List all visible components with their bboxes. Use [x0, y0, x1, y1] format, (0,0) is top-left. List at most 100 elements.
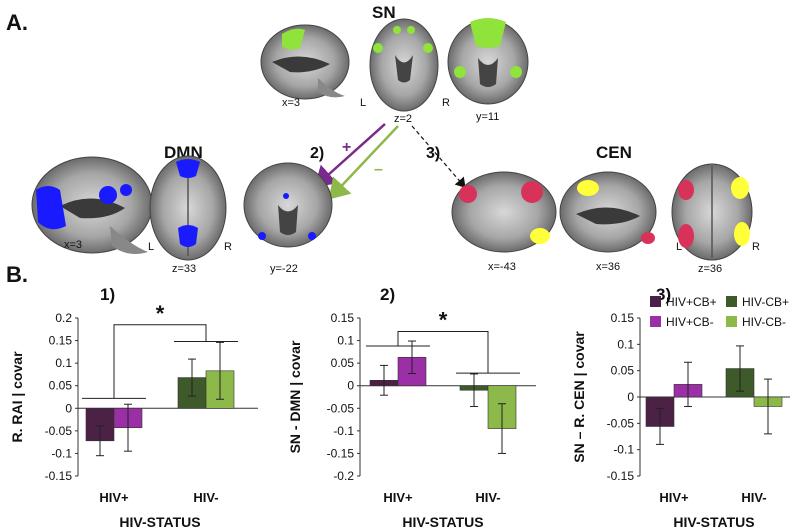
arrow-cen: [411, 125, 466, 188]
y-tick-label: 0: [65, 401, 72, 415]
cen-title: CEN: [596, 143, 632, 162]
dmn-axial-brain: [149, 155, 227, 261]
y-tick-label: -0.2: [333, 469, 354, 483]
x-axis-label: HIV-STATUS: [673, 514, 754, 530]
arrow-positive: [314, 123, 386, 188]
cen-axial-brain: [671, 163, 753, 261]
sn-sagittal-brain: [260, 24, 350, 100]
dmn-coronal-brain: [243, 162, 333, 248]
chart-panel-label: 1): [100, 285, 115, 304]
y-tick-label: -0.05: [45, 424, 73, 438]
y-tick-label: -0.15: [45, 469, 73, 483]
legend-label: HIV+CB+: [666, 295, 717, 309]
legend-label: HIV+CB-: [666, 315, 714, 329]
dmn-activation-cor: [283, 193, 289, 199]
cen-sag-l-slice: x=-43: [488, 261, 516, 273]
legend-swatch: [650, 296, 661, 307]
sn-axial-brain: [369, 18, 439, 112]
y-tick-label: 0: [347, 379, 354, 393]
sn-sag-slice: x=3: [282, 97, 300, 109]
y-axis-label: R. RAI | covar: [9, 351, 25, 443]
legend-swatch: [650, 316, 661, 327]
x-tick-label: HIV+: [99, 490, 129, 505]
x-tick-label: HIV-: [475, 490, 500, 505]
bar-chart-2: 2) 0.15 0.1 0.05 0 -0.05 -0.1 -0.15 -0.2 SN - DMN…: [287, 285, 536, 530]
y-tick-label: 0.05: [611, 364, 635, 378]
legend-swatch: [726, 296, 737, 307]
x-axis-label: HIV-STATUS: [402, 514, 483, 530]
dmn-activation-sag: [36, 186, 66, 230]
legend-label: HIV-CB-: [742, 315, 786, 329]
dmn-ax-left: L: [148, 241, 154, 253]
dmn-activation-ax: [176, 159, 200, 178]
sn-title: SN: [372, 3, 396, 22]
x-tick-label: HIV+: [383, 490, 413, 505]
cen-sag-r-slice: x=36: [596, 261, 620, 273]
cen-activation-ax: [678, 180, 694, 200]
y-tick-label: -0.15: [607, 469, 635, 483]
y-tick-label: -0.05: [327, 401, 355, 415]
sn-coronal-brain: [447, 18, 529, 105]
x-axis-label: HIV-STATUS: [119, 514, 200, 530]
cen-sagittal-right-brain: [559, 171, 657, 253]
significance-star: *: [439, 308, 448, 333]
legend-swatch: [726, 316, 737, 327]
y-tick-label: 0.1: [55, 356, 72, 370]
y-axis-label: SN - DMN | covar: [287, 340, 303, 453]
sig-bracket: [113, 324, 207, 399]
y-tick-label: -0.05: [607, 416, 635, 430]
arrow-negative: [328, 125, 399, 200]
sn-activation-sag: [282, 28, 305, 50]
cen-ax-left: L: [676, 241, 682, 253]
y-tick-label: 0.15: [331, 311, 355, 325]
y-tick-label: 0.15: [49, 334, 73, 348]
sig-bracket: [397, 331, 489, 374]
path-3-label: 3): [426, 145, 440, 162]
y-tick-label: 0.2: [55, 311, 72, 325]
bar-chart-1: 1) 0.2 0.15 0.1 0.05 0 -0.05 -0.1 -0.15 R. RAI | …: [9, 285, 258, 530]
dmn-ax-slice: z=33: [172, 263, 196, 275]
y-tick-label: 0.05: [49, 379, 73, 393]
y-tick-label: -0.1: [333, 424, 354, 438]
cen-activation-sag-l: [459, 185, 477, 203]
minus-sign: –: [374, 161, 383, 178]
legend-label: HIV-CB+: [742, 295, 789, 309]
y-axis-label: SN – R. CEN | covar: [571, 331, 587, 463]
sn-ax-left: L: [360, 97, 366, 109]
sn-ax-slice: z=2: [394, 113, 412, 125]
cen-ax-slice: z=36: [698, 263, 722, 275]
y-tick-label: -0.15: [327, 446, 355, 460]
y-tick-label: 0.1: [617, 337, 634, 351]
sn-activation-ax-r: [423, 43, 433, 53]
sn-activation-ax-l: [373, 43, 383, 53]
charts-layer: 1) 0.2 0.15 0.1 0.05 0 -0.05 -0.1 -0.15 R. RAI | …: [9, 285, 790, 530]
significance-star: *: [156, 301, 165, 326]
panel-b-label: B.: [6, 262, 28, 287]
x-tick-label: HIV+: [659, 490, 689, 505]
y-tick-label: 0.05: [331, 356, 355, 370]
sn-ax-right: R: [442, 97, 450, 109]
path-2-label: 2): [310, 145, 324, 162]
cen-ax-right: R: [752, 241, 760, 253]
cen-activation-sag-r: [577, 180, 599, 196]
dmn-ax-right: R: [224, 241, 232, 253]
dmn-sagittal-brain: [31, 156, 153, 254]
y-tick-label: 0.1: [337, 334, 354, 348]
sn-activation-cor: [470, 18, 506, 48]
y-tick-label: -0.1: [613, 443, 634, 457]
sn-cor-slice: y=11: [476, 111, 499, 123]
panel-a-label: A.: [6, 10, 28, 35]
dmn-cor-slice: y=-22: [270, 263, 298, 275]
plus-sign: +: [342, 139, 351, 156]
y-tick-label: 0: [627, 390, 634, 404]
y-tick-label: -0.1: [51, 446, 72, 460]
x-tick-label: HIV-: [741, 490, 766, 505]
dmn-sag-slice: x=3: [64, 239, 82, 251]
x-tick-label: HIV-: [193, 490, 218, 505]
chart-panel-label: 2): [380, 285, 395, 304]
legend: HIV+CB+ HIV+CB- HIV-CB+ HIV-CB-: [650, 295, 789, 329]
cen-sagittal-left-brain: [451, 171, 557, 253]
y-tick-label: 0.15: [611, 311, 635, 325]
